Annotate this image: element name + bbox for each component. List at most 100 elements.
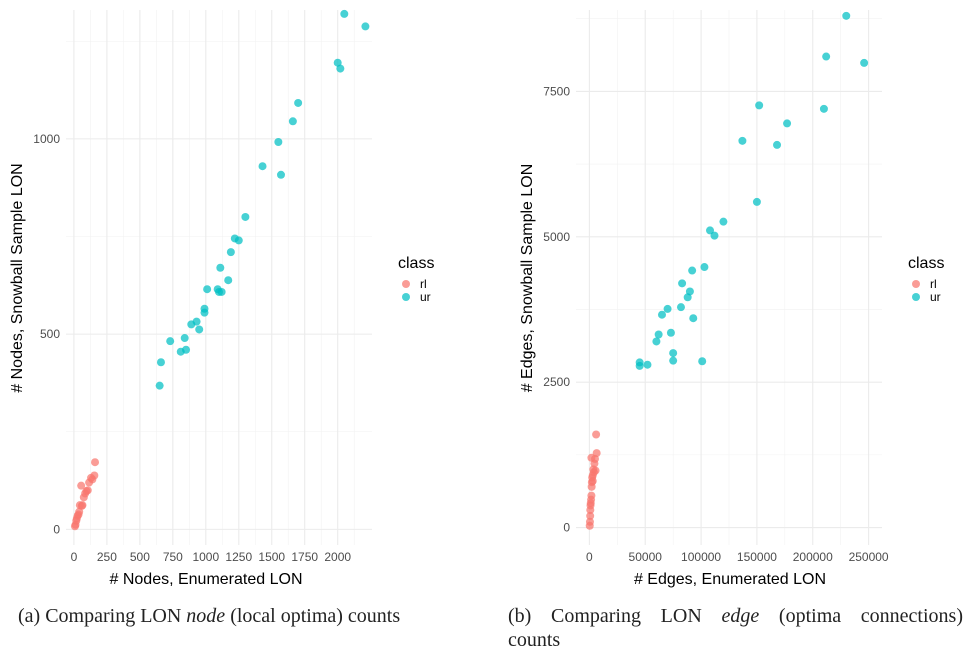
x-axis-label: # Nodes, Enumerated LON — [110, 571, 303, 588]
x-tick-label: 250000 — [849, 550, 889, 564]
point-ur — [361, 22, 370, 31]
point-rl — [77, 481, 86, 490]
point-ur — [688, 266, 697, 275]
point-ur — [710, 231, 719, 240]
legend-label-rl: rl — [420, 277, 427, 291]
point-ur — [752, 197, 761, 206]
caption-a: (a) Comparing LON node (local optima) co… — [18, 605, 401, 627]
point-ur — [156, 358, 165, 367]
point-ur — [180, 334, 189, 343]
x-tick-label: 250 — [97, 550, 117, 564]
x-tick-label: 0 — [71, 550, 78, 564]
point-ur — [654, 330, 663, 339]
point-rl — [587, 453, 596, 462]
point-rl — [587, 491, 596, 500]
point-ur — [288, 117, 297, 126]
point-ur — [738, 136, 747, 145]
point-rl — [592, 430, 601, 439]
point-ur — [719, 217, 728, 226]
y-tick-label: 1000 — [33, 132, 60, 146]
point-ur — [294, 98, 303, 107]
x-tick-label: 1750 — [291, 550, 318, 564]
point-ur — [669, 349, 678, 358]
panel-b-edge-counts: 0 50000 100000 150000 200000 250000 0 2500 5000 7… — [519, 10, 944, 588]
x-tick-label: 50000 — [629, 550, 663, 564]
point-ur — [657, 310, 666, 319]
point-ur — [698, 357, 707, 366]
point-ur — [700, 263, 709, 272]
y-axis-label: # Edges, Snowball Sample LON — [519, 164, 536, 393]
point-ur — [685, 287, 694, 296]
point-ur — [706, 226, 715, 235]
legend-key-ur — [402, 293, 410, 301]
point-ur — [860, 58, 869, 67]
point-ur — [678, 279, 687, 288]
point-ur — [155, 381, 164, 390]
point-ur — [226, 248, 235, 257]
legend-key-rl — [912, 280, 920, 288]
x-tick-label: 100000 — [681, 550, 721, 564]
x-tick-label: 500 — [130, 550, 150, 564]
panel-a-node-counts: 0 250 500 750 1000 1250 1500 1750 2000 0 500 1000 # … — [9, 9, 434, 588]
point-ur — [276, 170, 285, 179]
point-ur — [666, 328, 675, 337]
legend-title: class — [908, 255, 944, 272]
point-ur — [773, 140, 782, 149]
point-ur — [216, 263, 225, 272]
point-rl — [588, 477, 597, 486]
point-ur — [652, 337, 661, 346]
point-ur — [203, 285, 212, 294]
point-rl — [592, 449, 601, 458]
y-tick-label: 0 — [563, 521, 570, 535]
legend-key-ur — [912, 293, 920, 301]
x-tick-label: 1000 — [192, 550, 219, 564]
y-tick-label: 5000 — [543, 230, 570, 244]
point-ur — [676, 303, 685, 312]
point-ur — [336, 64, 345, 73]
point-ur — [755, 101, 764, 110]
x-tick-label: 1250 — [225, 550, 252, 564]
point-ur — [669, 356, 678, 365]
point-ur — [217, 287, 226, 296]
point-ur — [842, 11, 851, 20]
caption-b: (b) Comparing LON edge (optima connectio… — [508, 605, 963, 651]
legend-label-ur: ur — [930, 290, 941, 304]
x-axis-label: # Edges, Enumerated LON — [634, 571, 826, 588]
point-ur — [819, 104, 828, 113]
x-tick-label: 150000 — [737, 550, 777, 564]
point-ur — [822, 52, 831, 61]
point-rl — [586, 511, 595, 520]
point-ur — [200, 308, 209, 317]
y-tick-label: 7500 — [543, 84, 570, 98]
point-rl — [91, 458, 100, 467]
legend-label-rl: rl — [930, 277, 937, 291]
y-axis-label: # Nodes, Snowball Sample LON — [9, 163, 26, 392]
point-ur — [635, 358, 644, 367]
point-ur — [258, 162, 267, 171]
x-tick-label: 200000 — [793, 550, 833, 564]
point-ur — [663, 304, 672, 313]
point-ur — [783, 119, 792, 128]
x-tick-label: 2000 — [324, 550, 351, 564]
point-rl — [591, 466, 600, 475]
point-ur — [182, 345, 191, 354]
y-tick-label: 500 — [40, 327, 60, 341]
point-rl — [585, 517, 594, 526]
point-ur — [166, 337, 175, 346]
point-ur — [192, 317, 201, 326]
point-ur — [195, 325, 204, 334]
point-rl — [83, 486, 92, 495]
point-rl — [90, 471, 99, 480]
point-ur — [241, 212, 250, 221]
point-ur — [224, 276, 233, 285]
point-ur — [340, 9, 349, 18]
point-rl — [78, 501, 87, 510]
point-ur — [689, 314, 698, 323]
legend-label-ur: ur — [420, 290, 431, 304]
legend-key-rl — [402, 280, 410, 288]
x-tick-label: 1500 — [258, 550, 285, 564]
point-ur — [274, 137, 283, 146]
point-ur — [643, 360, 652, 369]
point-ur — [234, 236, 243, 245]
